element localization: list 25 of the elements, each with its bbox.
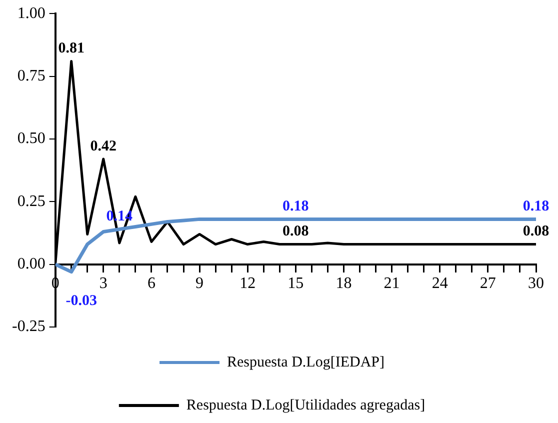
x-tick-label: 21 [384,275,400,292]
x-tick-label: 27 [480,275,496,292]
x-tick-label: 24 [432,275,448,292]
y-tick-label: 0.50 [17,130,46,148]
x-tick-label: 15 [288,275,304,292]
legend-label: Respuesta D.Log[IEDAP] [227,354,384,370]
x-tick-label: 30 [528,275,544,292]
data-label: 0.18 [282,198,309,215]
data-label: -0.03 [66,293,97,310]
y-tick-label: 0.00 [17,256,46,273]
y-tick-label: 1.00 [17,4,46,22]
data-label: 0.81 [58,40,84,57]
data-label: 0.42 [90,138,117,154]
data-label: 0.08 [522,224,550,240]
y-tick-label: -0.25 [12,318,46,336]
x-tick-label: 3 [99,275,108,292]
legend-label: Respuesta D.Log[Utilidades agregadas] [186,397,426,414]
y-tick-label: 0.75 [17,67,46,84]
x-tick-label: 6 [147,275,156,292]
x-tick-label: 9 [196,275,204,292]
data-label: 0.08 [282,224,309,240]
x-tick-label: 18 [336,275,352,292]
data-label: 0.18 [522,198,550,215]
y-tick-label: 0.25 [17,192,46,210]
x-tick-label: 12 [240,275,256,292]
